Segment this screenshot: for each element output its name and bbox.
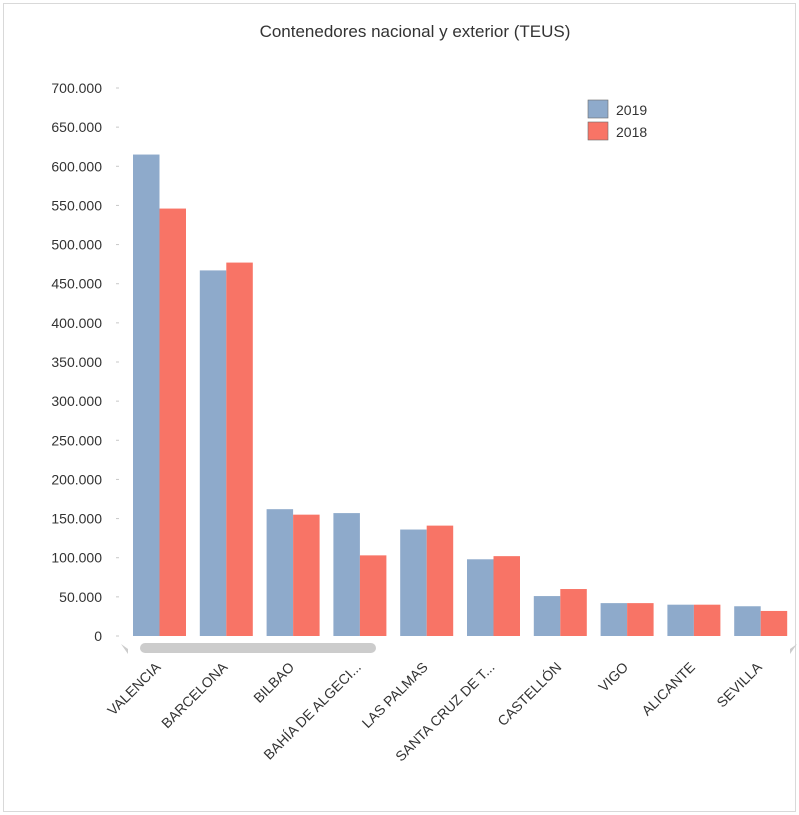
y-tick-label: 200.000	[51, 471, 102, 487]
y-tick-label: 350.000	[51, 354, 102, 370]
legend-swatch-2019	[587, 99, 609, 119]
y-tick-label: 400.000	[51, 315, 102, 331]
y-tick-label: 0	[94, 628, 102, 644]
bar-2018-5[interactable]	[426, 525, 454, 636]
x-tick-label: ALICANTE	[638, 659, 698, 719]
bar-2019-4[interactable]	[333, 513, 360, 636]
bar-2019-2[interactable]	[199, 270, 227, 636]
legend-label-2018: 2018	[616, 124, 647, 140]
y-tick-label: 100.000	[51, 550, 102, 566]
bar-2018-10[interactable]	[760, 610, 788, 636]
x-tick-label: SEVILLA	[713, 658, 765, 710]
bar-2018-4[interactable]	[359, 555, 387, 636]
y-tick-label: 250.000	[51, 432, 102, 448]
x-tick-label: BILBAO	[250, 659, 297, 706]
horizontal-scrollbar[interactable]	[121, 643, 797, 654]
y-tick-label: 500.000	[51, 237, 102, 253]
y-tick-label: 150.000	[51, 511, 102, 527]
bar-2019-9[interactable]	[667, 604, 694, 636]
bar-2018-2[interactable]	[226, 262, 253, 636]
y-axis: 0 50.000 100.000 150.000 200.000 250.000 300.0…	[51, 80, 119, 644]
y-tick-label: 50.000	[59, 589, 102, 605]
bar-2018-9[interactable]	[693, 604, 721, 636]
scroll-right-arrow-icon[interactable]	[790, 644, 797, 654]
legend: 2019 2018	[587, 99, 647, 141]
bar-2019-8[interactable]	[600, 603, 628, 636]
y-tick-label: 450.000	[51, 276, 102, 292]
x-tick-label: VIGO	[595, 659, 631, 695]
bar-2019-5[interactable]	[400, 529, 427, 636]
bar-2018-3[interactable]	[293, 514, 320, 636]
y-tick-label: 550.000	[51, 197, 102, 213]
scrollbar-thumb[interactable]	[140, 643, 376, 653]
bar-2018-1[interactable]	[159, 208, 187, 636]
legend-label-2019: 2019	[616, 102, 647, 118]
x-tick-label: LAS PALMAS	[359, 659, 431, 731]
x-tick-label: CASTELLÓN	[494, 659, 564, 729]
legend-swatch-2018	[587, 121, 609, 141]
scroll-left-arrow-icon[interactable]	[121, 644, 128, 654]
bar-2019-1[interactable]	[133, 154, 160, 637]
y-tick-label: 650.000	[51, 119, 102, 135]
bar-2018-7[interactable]	[560, 589, 587, 636]
bar-2019-10[interactable]	[734, 606, 761, 636]
bars	[133, 154, 788, 637]
bar-2019-6[interactable]	[467, 559, 494, 636]
y-tick-label: 700.000	[51, 80, 102, 96]
bar-2018-8[interactable]	[627, 603, 654, 636]
x-tick-label: VALENCIA	[104, 658, 164, 718]
bar-2019-3[interactable]	[266, 509, 294, 636]
y-tick-label: 600.000	[51, 158, 102, 174]
bar-2018-6[interactable]	[493, 556, 521, 636]
chart-title: Contenedores nacional y exterior (TEUS)	[260, 22, 571, 41]
x-tick-label: BARCELONA	[158, 658, 231, 731]
y-tick-label: 300.000	[51, 393, 102, 409]
bar-2019-7[interactable]	[533, 596, 561, 636]
